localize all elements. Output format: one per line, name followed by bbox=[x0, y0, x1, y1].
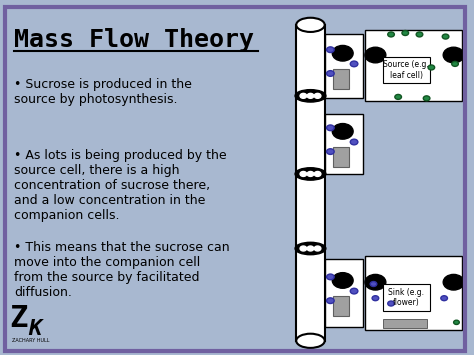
Circle shape bbox=[395, 94, 401, 99]
Circle shape bbox=[300, 171, 307, 176]
Bar bbox=[365, 256, 462, 330]
Ellipse shape bbox=[295, 242, 326, 255]
Circle shape bbox=[388, 301, 394, 306]
Bar bbox=[325, 114, 363, 174]
Circle shape bbox=[307, 93, 314, 98]
Circle shape bbox=[332, 124, 353, 139]
Circle shape bbox=[452, 61, 458, 66]
Circle shape bbox=[307, 171, 314, 176]
Text: Z: Z bbox=[9, 304, 28, 333]
Text: • As lots is being produced by the
source cell, there is a high
concentration of: • As lots is being produced by the sourc… bbox=[14, 149, 227, 222]
Ellipse shape bbox=[295, 90, 326, 102]
Circle shape bbox=[443, 47, 464, 63]
Text: • This means that the sucrose can
move into the companion cell
from the source b: • This means that the sucrose can move i… bbox=[14, 241, 230, 299]
Ellipse shape bbox=[295, 168, 326, 180]
Text: Mass Flow Theory: Mass Flow Theory bbox=[14, 28, 254, 53]
Circle shape bbox=[314, 246, 321, 251]
Text: • Sucrose is produced in the
source by photosynthesis.: • Sucrose is produced in the source by p… bbox=[14, 78, 192, 106]
Circle shape bbox=[327, 274, 334, 280]
Bar bbox=[383, 319, 427, 328]
Circle shape bbox=[442, 34, 449, 39]
Bar bbox=[365, 30, 462, 101]
Bar bbox=[333, 69, 349, 89]
Circle shape bbox=[416, 32, 423, 37]
Circle shape bbox=[402, 31, 409, 36]
Circle shape bbox=[332, 45, 353, 61]
Circle shape bbox=[327, 125, 334, 131]
Text: K: K bbox=[28, 320, 42, 339]
Circle shape bbox=[300, 246, 307, 251]
Circle shape bbox=[327, 71, 334, 76]
Circle shape bbox=[307, 246, 314, 251]
Circle shape bbox=[332, 273, 353, 288]
Circle shape bbox=[365, 274, 386, 290]
Circle shape bbox=[370, 282, 377, 286]
Text: Sink (e.g.
flower): Sink (e.g. flower) bbox=[388, 288, 424, 307]
Circle shape bbox=[314, 93, 321, 98]
Ellipse shape bbox=[296, 334, 325, 348]
Ellipse shape bbox=[296, 18, 325, 32]
Circle shape bbox=[327, 149, 334, 154]
Circle shape bbox=[350, 139, 358, 145]
Text: Source (e.g.
leaf cell): Source (e.g. leaf cell) bbox=[383, 60, 429, 80]
Circle shape bbox=[423, 96, 430, 101]
FancyBboxPatch shape bbox=[383, 284, 430, 311]
Circle shape bbox=[372, 296, 379, 301]
Bar bbox=[296, 25, 325, 341]
Bar bbox=[333, 296, 349, 316]
Circle shape bbox=[443, 274, 464, 290]
FancyBboxPatch shape bbox=[383, 57, 430, 83]
Circle shape bbox=[441, 296, 447, 301]
Bar bbox=[325, 34, 363, 98]
Circle shape bbox=[454, 320, 459, 324]
Circle shape bbox=[388, 32, 394, 37]
Circle shape bbox=[350, 288, 358, 294]
Circle shape bbox=[365, 47, 386, 63]
Circle shape bbox=[428, 65, 435, 70]
Circle shape bbox=[300, 93, 307, 98]
Circle shape bbox=[314, 171, 321, 176]
Circle shape bbox=[350, 61, 358, 67]
Circle shape bbox=[327, 298, 334, 304]
Text: ZACHARY HULL: ZACHARY HULL bbox=[12, 338, 49, 343]
Bar bbox=[333, 147, 349, 167]
Circle shape bbox=[327, 47, 334, 53]
Bar bbox=[325, 259, 363, 327]
